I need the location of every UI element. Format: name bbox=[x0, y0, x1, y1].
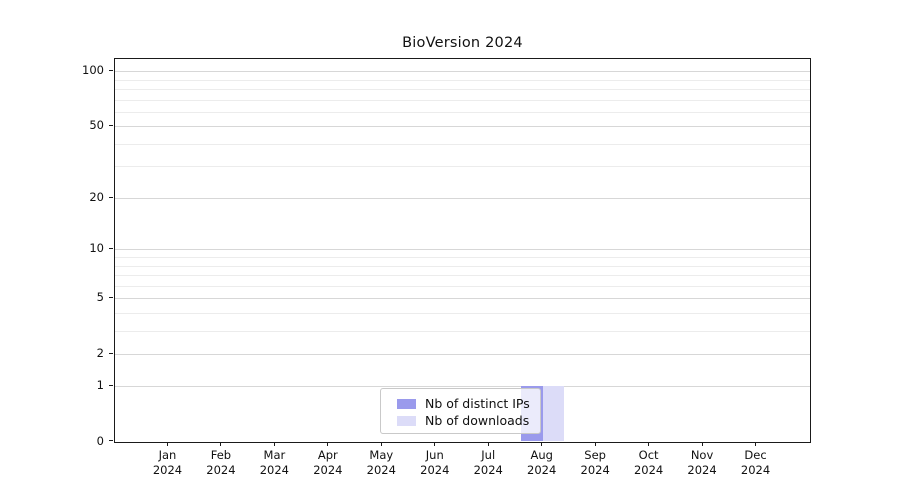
minor-gridline bbox=[115, 166, 810, 168]
y-tick-label: 50 bbox=[89, 118, 104, 133]
y-tick-label: 1 bbox=[96, 378, 104, 393]
major-gridline bbox=[115, 71, 810, 73]
x-tick-label: Feb 2024 bbox=[206, 448, 236, 477]
y-tick-label: 2 bbox=[96, 345, 104, 360]
minor-gridline bbox=[115, 330, 810, 332]
x-tick-label: Aug 2024 bbox=[527, 448, 557, 477]
major-gridline bbox=[115, 249, 810, 251]
x-tick-label: Jan 2024 bbox=[152, 448, 183, 477]
minor-gridline bbox=[115, 99, 810, 101]
x-tick-label: Dec 2024 bbox=[740, 448, 771, 477]
y-tick-label: 10 bbox=[89, 241, 104, 256]
bar-downloads bbox=[542, 386, 565, 441]
y-tick-mark bbox=[109, 125, 113, 127]
legend-item-downloads: Nb of downloads bbox=[397, 412, 540, 429]
x-tick-label: Sep 2024 bbox=[580, 448, 610, 477]
major-gridline bbox=[115, 298, 810, 300]
y-tick-label: 20 bbox=[89, 189, 104, 204]
major-gridline bbox=[115, 353, 810, 355]
minor-gridline bbox=[115, 312, 810, 314]
legend-swatch-downloads bbox=[397, 415, 416, 426]
chart-title: BioVersion 2024 bbox=[402, 35, 523, 51]
y-tick-mark bbox=[109, 196, 113, 198]
legend-item-distinct-ips: Nb of distinct IPs bbox=[397, 395, 540, 412]
x-tick-label: Mar 2024 bbox=[259, 448, 290, 477]
plot-area bbox=[114, 58, 811, 443]
y-tick-label: 100 bbox=[82, 63, 104, 78]
major-gridline bbox=[115, 126, 810, 128]
major-gridline bbox=[115, 197, 810, 199]
y-tick-mark bbox=[109, 70, 113, 72]
y-tick-mark bbox=[109, 440, 113, 441]
x-tick-label: May 2024 bbox=[366, 448, 396, 477]
y-tick-mark bbox=[109, 385, 113, 387]
legend-label-distinct-ips: Nb of distinct IPs bbox=[425, 396, 530, 411]
x-tick-label: Jul 2024 bbox=[473, 448, 503, 477]
minor-gridline bbox=[115, 275, 810, 277]
minor-gridline bbox=[115, 265, 810, 267]
y-tick-mark bbox=[109, 248, 113, 250]
legend-label-downloads: Nb of downloads bbox=[425, 413, 530, 428]
minor-gridline bbox=[115, 111, 810, 113]
minor-gridline bbox=[115, 79, 810, 81]
minor-gridline bbox=[115, 89, 810, 91]
y-tick-mark bbox=[109, 297, 113, 299]
legend-swatch-distinct-ips bbox=[397, 398, 416, 409]
minor-gridline bbox=[115, 143, 810, 145]
x-tick-label: Apr 2024 bbox=[313, 448, 343, 477]
y-tick-mark bbox=[109, 352, 113, 354]
minor-gridline bbox=[115, 257, 810, 259]
x-tick-label: Jun 2024 bbox=[420, 448, 450, 477]
legend: Nb of distinct IPs Nb of downloads bbox=[380, 388, 541, 434]
y-tick-label: 0 bbox=[96, 434, 104, 448]
y-tick-label: 5 bbox=[96, 290, 104, 305]
minor-gridline bbox=[115, 285, 810, 287]
x-tick-label: Nov 2024 bbox=[687, 448, 717, 477]
major-gridline bbox=[115, 386, 810, 388]
x-tick-label: Oct 2024 bbox=[633, 448, 664, 477]
